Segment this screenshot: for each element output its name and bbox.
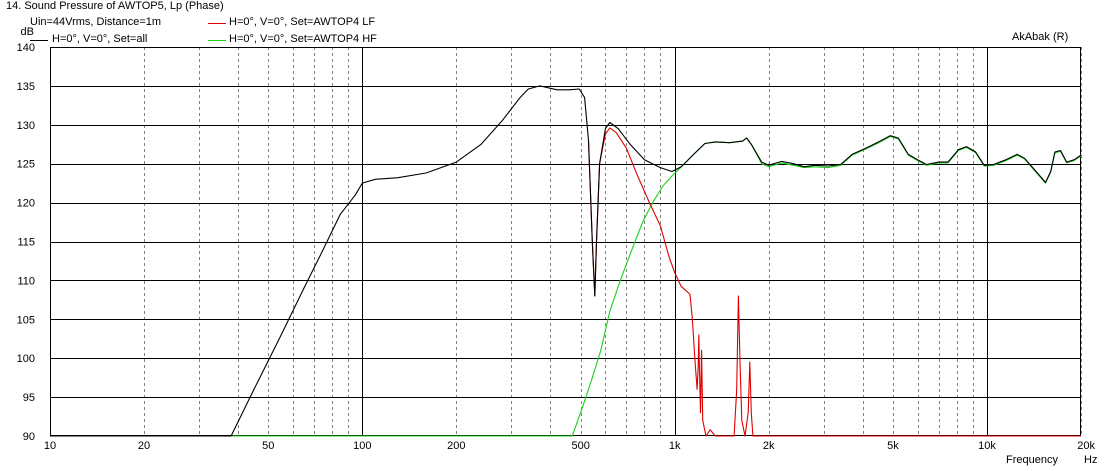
- x-tick-label: 500: [571, 440, 589, 452]
- legend-label-lf: H=0°, V=0°, Set=AWTOP4 LF: [229, 16, 376, 28]
- x-tick-label: 10: [44, 440, 56, 452]
- y-axis-label: dB: [21, 26, 34, 38]
- legend-label-all: H=0°, V=0°, Set=all: [52, 33, 148, 45]
- x-axis-unit: Hz: [1084, 454, 1097, 466]
- x-tick-label: 10k: [978, 440, 996, 452]
- y-tick-label: 95: [23, 392, 35, 404]
- x-tick-label: 20k: [1077, 440, 1095, 452]
- series-line-hf: [50, 135, 1082, 437]
- x-tick-label: 100: [353, 440, 371, 452]
- chart-title: 14. Sound Pressure of AWTOP5, Lp (Phase): [6, 0, 224, 12]
- x-tick-label: 5k: [887, 440, 899, 452]
- y-tick-label: 105: [17, 314, 35, 326]
- y-tick-label: 100: [17, 353, 35, 365]
- y-tick-label: 125: [17, 159, 35, 171]
- x-tick-label: 2k: [763, 440, 775, 452]
- y-tick-label: 90: [23, 431, 35, 443]
- x-tick-label: 1k: [669, 440, 681, 452]
- y-tick-label: 115: [17, 237, 35, 249]
- measurement-condition: Uin=44Vrms, Distance=1m: [30, 16, 162, 28]
- software-credit: AkAbak (R): [1012, 31, 1069, 43]
- y-tick-label: 120: [17, 198, 35, 210]
- x-tick-label: 50: [262, 440, 274, 452]
- y-tick-label: 135: [17, 81, 35, 93]
- y-tick-label: 140: [17, 42, 35, 54]
- series-line-lf: [587, 127, 1081, 437]
- y-tick-label: 110: [17, 275, 35, 287]
- legend-swatch-lf: [208, 23, 226, 24]
- x-tick-label: 20: [138, 440, 150, 452]
- plot-frame: [50, 47, 1081, 436]
- legend-swatch-hf: [208, 40, 226, 41]
- series-line-all: [50, 85, 1082, 437]
- legend-swatch-all: [30, 40, 48, 41]
- x-tick-label: 200: [447, 440, 465, 452]
- x-axis-label: Frequency: [1006, 454, 1058, 466]
- legend-label-hf: H=0°, V=0°, Set=AWTOP4 HF: [229, 33, 377, 45]
- y-tick-label: 130: [17, 120, 35, 132]
